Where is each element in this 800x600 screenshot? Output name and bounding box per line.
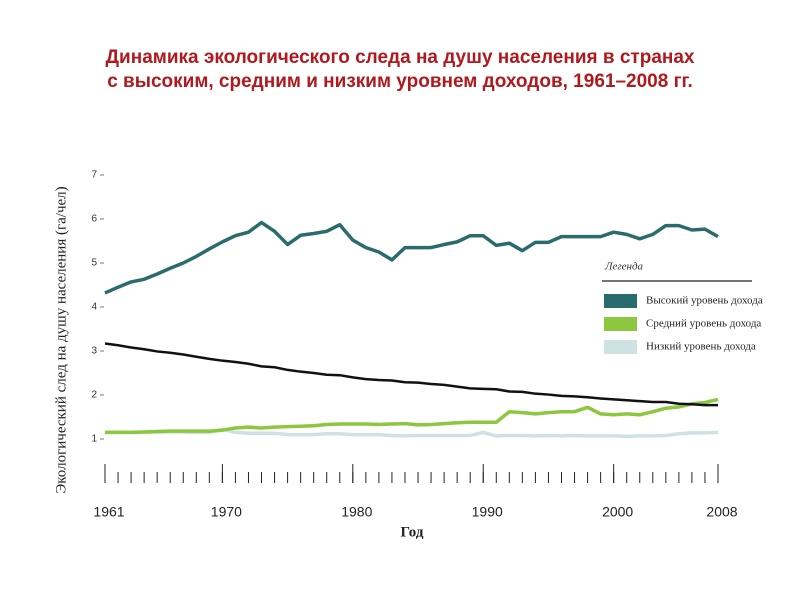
x-tick-label: 2008 bbox=[706, 504, 737, 520]
legend-swatch bbox=[604, 340, 637, 354]
chart-title: с высоким, средним и низким уровнем дохо… bbox=[107, 71, 693, 92]
y-tick-label: 7 bbox=[91, 170, 97, 181]
legend-title: Легенда bbox=[604, 261, 644, 273]
y-tick-label: 6 bbox=[91, 214, 97, 225]
y-tick-label: 5 bbox=[91, 258, 97, 269]
legend-label: Высокий уровень дохода bbox=[646, 295, 763, 307]
series-line bbox=[105, 397, 719, 435]
legend-label: Средний уровень дохода bbox=[646, 318, 761, 330]
x-axis-label: Год bbox=[401, 524, 424, 540]
x-tick-label: 1970 bbox=[211, 504, 242, 520]
legend-swatch bbox=[604, 317, 637, 331]
x-tick-label: 1990 bbox=[472, 504, 503, 520]
y-axis-label: Экологический след на душу населения (га… bbox=[53, 186, 69, 493]
legend-label: Низкий уровень дохода bbox=[646, 341, 756, 353]
legend-swatch bbox=[604, 294, 637, 308]
y-tick-label: 4 bbox=[91, 302, 97, 313]
chart-title: Динамика экологического следа на душу на… bbox=[106, 47, 695, 68]
y-tick-label: 3 bbox=[91, 346, 97, 357]
x-tick-label: 1980 bbox=[341, 504, 372, 520]
series-line bbox=[104, 342, 718, 407]
y-tick-label: 1 bbox=[91, 434, 97, 445]
y-tick-label: 2 bbox=[91, 390, 97, 401]
x-tick-label: 1961 bbox=[93, 504, 124, 520]
series-line bbox=[104, 220, 719, 295]
x-tick-label: 2000 bbox=[602, 504, 633, 520]
